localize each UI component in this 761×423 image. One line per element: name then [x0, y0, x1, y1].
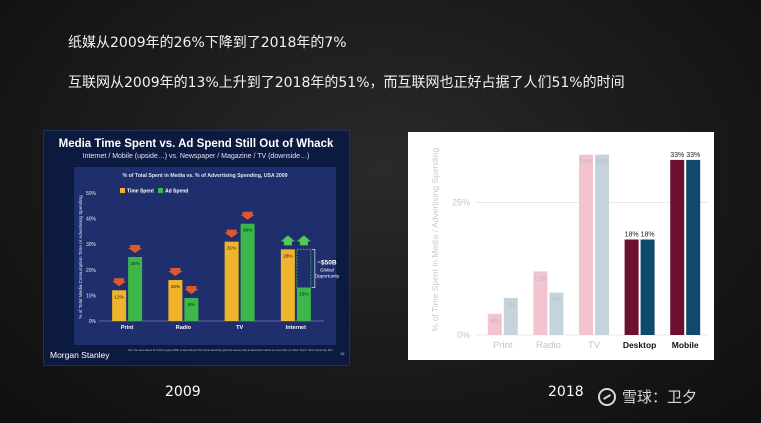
- bar-label-2018: 33%: [670, 152, 684, 159]
- bar-label-2009: 16%: [171, 284, 181, 290]
- bar-2018-mobile-b: [686, 159, 701, 335]
- legend-label-time-spent: Time Spent: [127, 189, 154, 195]
- headline-print-decline: 纸媒从2009年的26%下降到了2018年的7%: [68, 35, 347, 51]
- bar-label-2018: 34%: [579, 159, 592, 166]
- bar-2009-internet-time: [280, 249, 295, 321]
- arrow-down-icon: [168, 268, 183, 277]
- bar-2009-print-time: [112, 290, 127, 321]
- watermark-text: 雪球：卫夕: [622, 388, 698, 406]
- chart-2009-subtitle: Internet / Mobile (upside…) vs. Newspape…: [83, 153, 310, 160]
- snowball-icon: [598, 387, 616, 406]
- arrow-up-icon: [280, 235, 295, 246]
- arrow-down-icon: [128, 245, 143, 253]
- legend-swatch-time-spent: [120, 188, 125, 193]
- caption-2018: 2018: [548, 384, 584, 400]
- bar-label-2018: 4%: [490, 318, 500, 325]
- arrow-down-icon: [224, 229, 239, 238]
- chart-2009-ytick: 40%: [86, 217, 97, 223]
- bar-label-2018: 18%: [625, 232, 639, 239]
- x-tick-2018: Mobile: [672, 340, 699, 350]
- bar-label-2018: 18%: [641, 232, 655, 239]
- arrow-up-icon: [296, 235, 311, 246]
- x-tick-2009: Print: [121, 325, 134, 331]
- chart-2009-ylabel: % of Total Media Consumption Time or Adv…: [78, 195, 83, 319]
- bar-2009-internet-ad: [296, 287, 311, 321]
- arrow-down-icon: [240, 211, 255, 220]
- brand-logo: Morgan Stanley: [50, 350, 110, 360]
- caption-2009: 2009: [165, 384, 201, 400]
- chart-2009-panel: Media Time Spent vs. Ad Spend Still Out …: [43, 130, 350, 366]
- arrow-down-icon: [184, 285, 199, 294]
- page-number: 18: [340, 351, 345, 356]
- chart-2009-title: Media Time Spent vs. Ad Spend Still Out …: [59, 138, 334, 150]
- bar-label-2009: 9%: [188, 302, 196, 308]
- annotation-label1: Global: [320, 268, 334, 274]
- bar-label-2009: 28%: [283, 253, 293, 259]
- x-tick-2018: TV: [588, 340, 601, 351]
- chart-2009-ytick: 0%: [89, 319, 97, 325]
- bar-2018-tv-a: [579, 154, 593, 335]
- bar-label-2009: 31%: [227, 246, 237, 252]
- bar-2018-mobile-a: [670, 159, 685, 335]
- chart-2018-ytick: 25%: [452, 197, 470, 207]
- x-tick-2009: TV: [236, 325, 243, 331]
- headline-internet-rise: 互联网从2009年的13%上升到了2018年的51%，而互联网也正好占据了人们5…: [68, 75, 625, 91]
- bar-2009-tv-time: [224, 241, 239, 321]
- bar-2018-print-a: [487, 313, 502, 335]
- bar-2018-desktop-b: [640, 239, 655, 335]
- legend-swatch-ad-spend: [158, 188, 163, 193]
- x-tick-2018: Print: [493, 340, 513, 351]
- annotation-value: ~$50B: [317, 260, 337, 267]
- bar-2009-tv-ad: [240, 223, 255, 321]
- bar-2018-desktop-a: [624, 239, 639, 335]
- bar-label-2009: 25%: [130, 261, 140, 267]
- arrow-down-icon: [112, 278, 127, 287]
- bar-label-2009: 38%: [243, 228, 253, 234]
- bar-2018-print-b: [503, 297, 518, 335]
- x-tick-2018: Radio: [536, 340, 561, 351]
- chart-2009-ytick: 50%: [86, 191, 97, 197]
- annotation-label2: Opportunity: [314, 274, 339, 280]
- bar-2018-tv-b: [595, 154, 609, 335]
- chart-2009-footnote: Note: Time spent data per IM / Forbes pr…: [128, 348, 333, 352]
- bar-label-2018: 8%: [552, 297, 562, 304]
- chart-2009-ytick: 30%: [86, 242, 97, 248]
- watermark: 雪球：卫夕: [598, 386, 697, 407]
- chart-2009-ytick: 20%: [86, 268, 97, 274]
- chart-2018: % of Time Spent in Media / Advertising S…: [430, 147, 708, 351]
- chart-2009-ytick: 10%: [86, 293, 97, 299]
- chart-2018-ylabel: % of Time Spent in Media / Advertising S…: [430, 147, 440, 331]
- x-tick-2018: Desktop: [623, 340, 657, 350]
- bar-2018-radio-a: [533, 271, 548, 335]
- gap-bracket: [311, 249, 316, 289]
- x-tick-2009: Radio: [176, 325, 192, 331]
- chart-2018-ytick: 0%: [457, 330, 470, 340]
- bar-2009-radio-ad: [184, 297, 199, 321]
- bar-label-2018: 33%: [686, 152, 700, 159]
- bar-label-2018: 7%: [506, 302, 516, 309]
- bar-label-2009: 12%: [114, 294, 124, 300]
- bar-2009-radio-time: [168, 280, 183, 321]
- bar-label-2018: 34%: [595, 159, 608, 166]
- bar-2009-print-ad: [128, 257, 143, 321]
- legend-label-ad-spend: Ad Spend: [165, 189, 188, 195]
- chart-2018-panel: % of Time Spent in Media / Advertising S…: [408, 132, 714, 360]
- chart-2009-inner-title: % of Total Spent in Media vs. % of Adver…: [123, 173, 288, 179]
- bar-label-2018: 12%: [534, 275, 547, 282]
- x-tick-2009: Internet: [286, 325, 306, 331]
- bar-label-2009: 13%: [299, 292, 309, 298]
- internet-gap-box: [296, 248, 312, 289]
- chart-2009: Media Time Spent vs. Ad Spend Still Out …: [50, 138, 345, 360]
- bar-2018-radio-b: [549, 292, 564, 335]
